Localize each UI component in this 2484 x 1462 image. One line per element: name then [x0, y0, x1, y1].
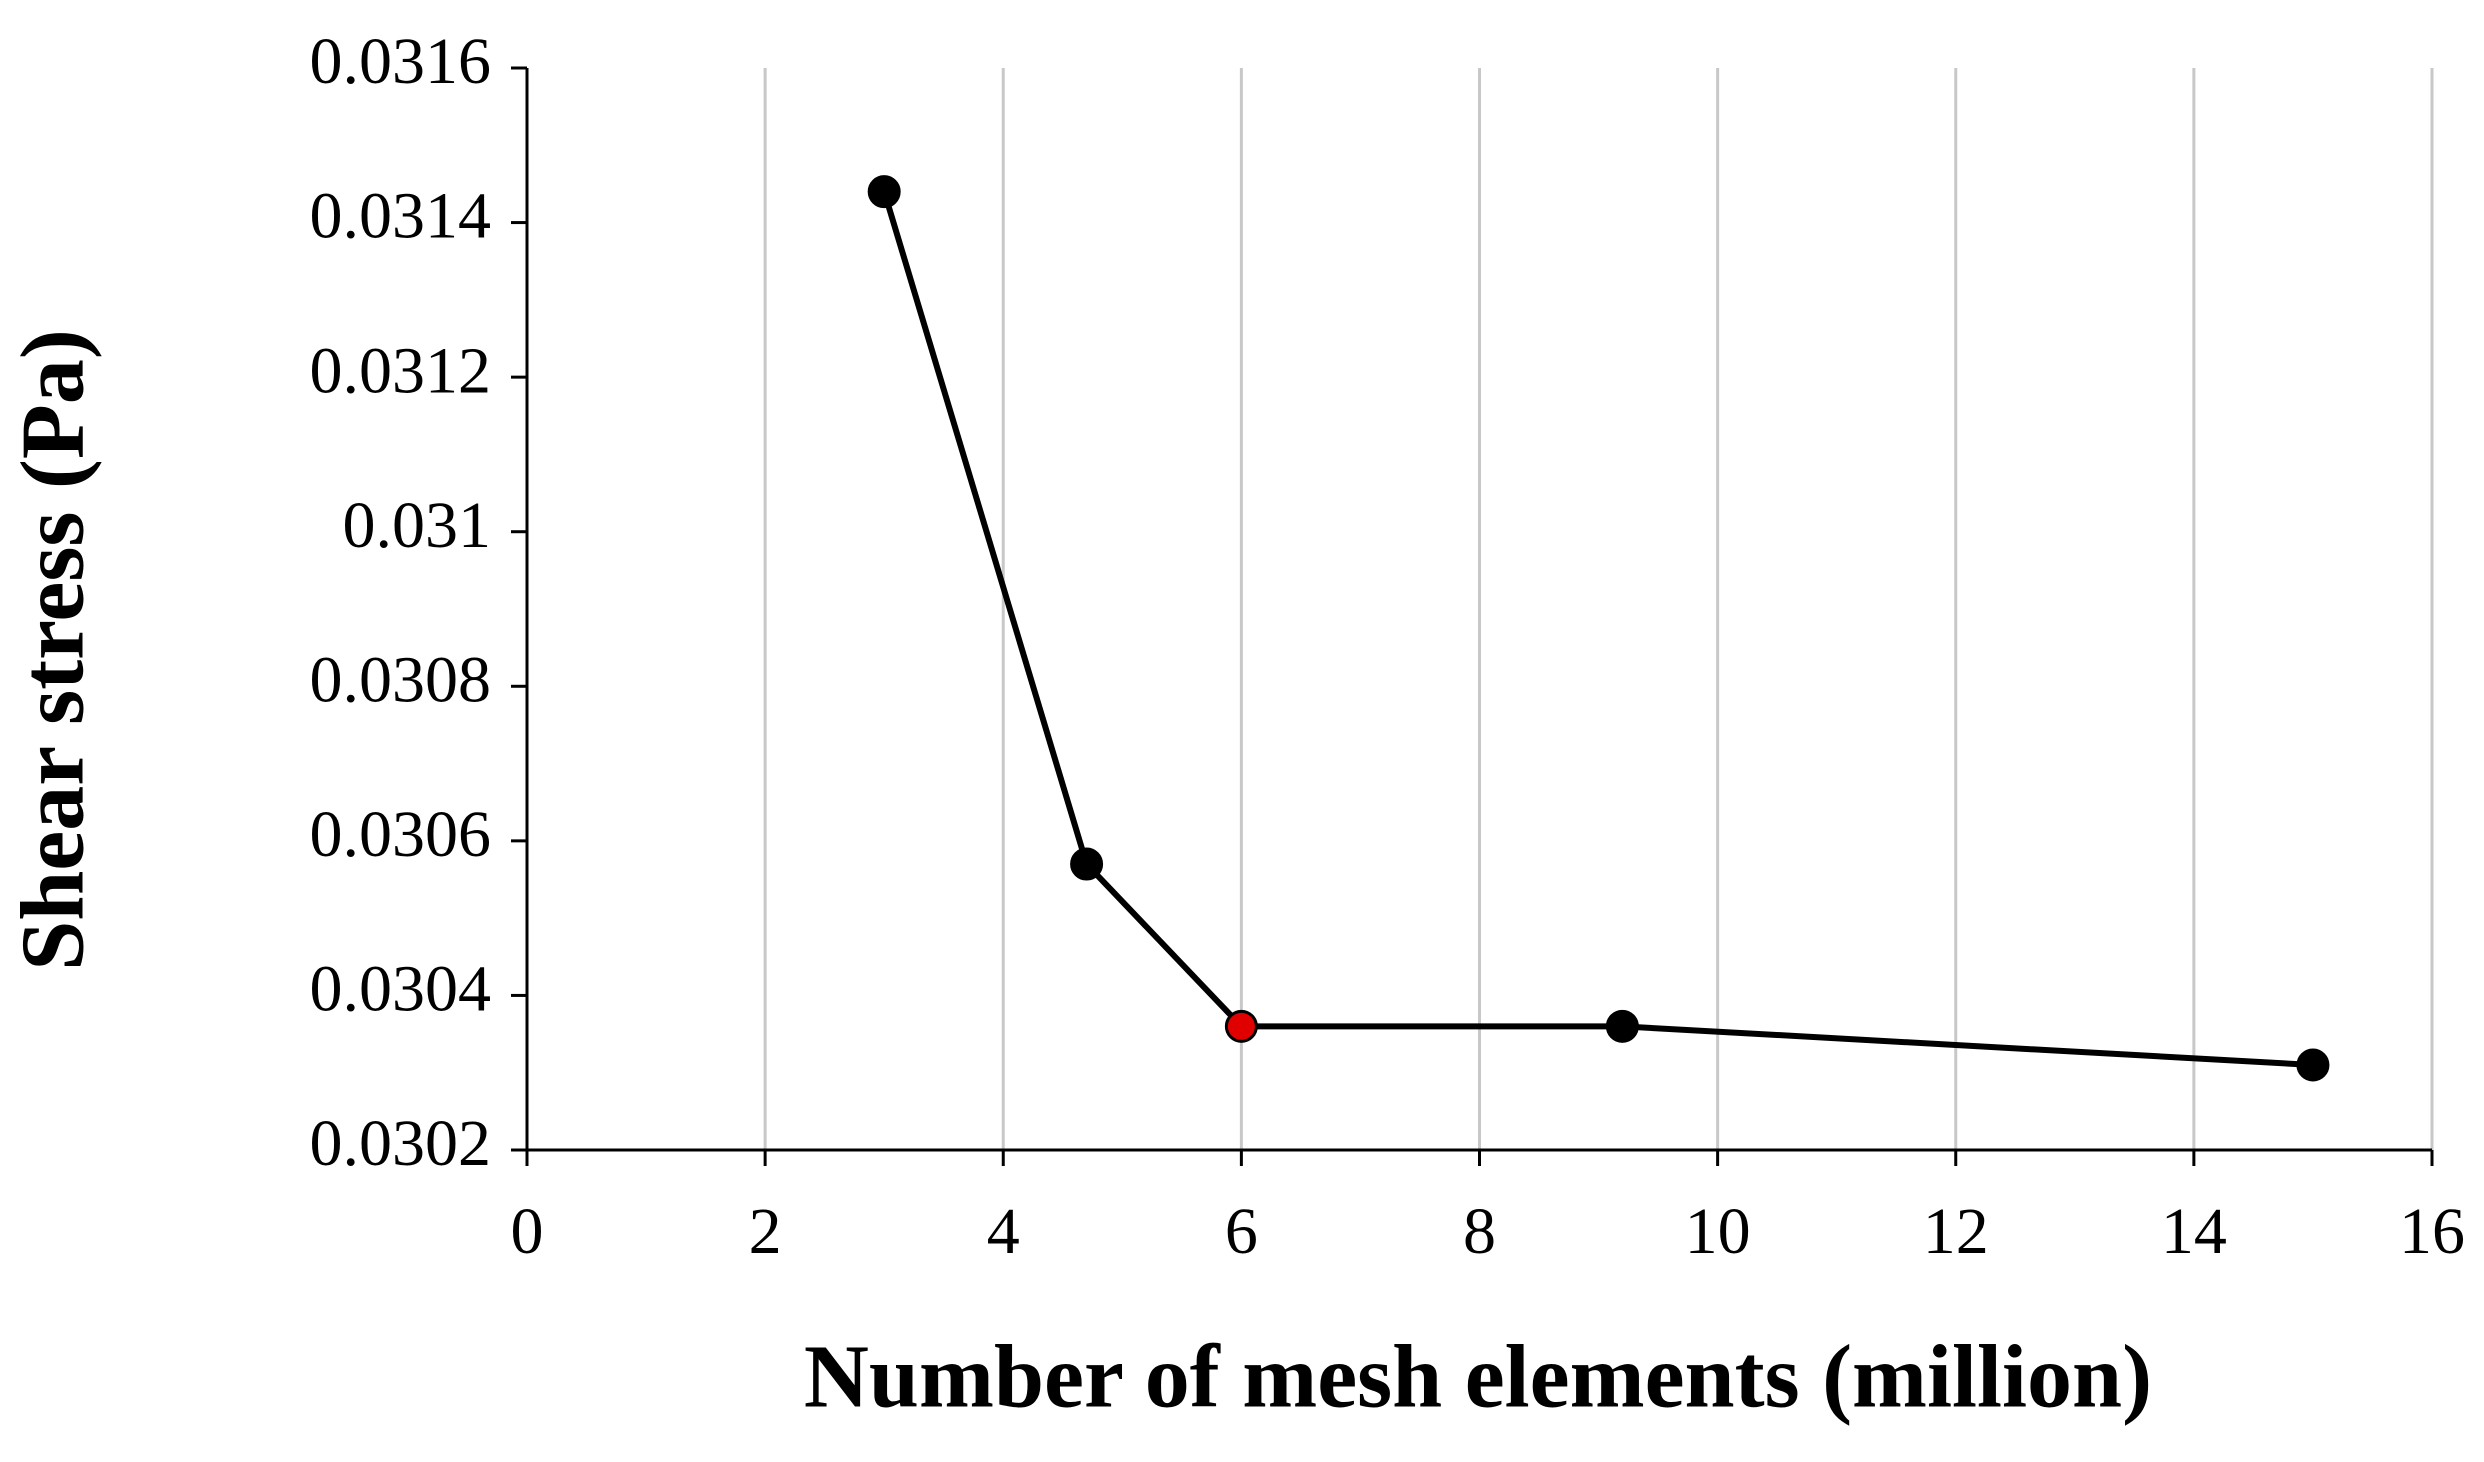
x-tick-label: 16 [2399, 1195, 2465, 1268]
marker [867, 175, 901, 209]
x-tick-label: 0 [511, 1195, 544, 1268]
line [881, 190, 2314, 1068]
marker [1070, 847, 1104, 881]
y-tick-label: 0.0302 [310, 1107, 492, 1180]
marker [1224, 1009, 1258, 1043]
y-tick-label: 0.0306 [310, 798, 492, 871]
y-tick-label: 0.0304 [310, 953, 492, 1026]
y-tick-label: 0.031 [343, 489, 492, 562]
x-tick-label: 8 [1463, 1195, 1496, 1268]
x-tick-label: 6 [1225, 1195, 1258, 1268]
x-axis-title: Number of mesh elements (million) [804, 1328, 2152, 1427]
marker [1605, 1009, 1639, 1043]
marker [2296, 1048, 2330, 1082]
y-axis-title: Shear stress (Pa) [4, 329, 103, 971]
y-tick-label: 0.0308 [310, 643, 492, 716]
x-tick-label: 14 [2161, 1195, 2227, 1268]
y-tick-label: 0.0312 [310, 334, 492, 407]
x-tick-label: 2 [749, 1195, 782, 1268]
y-tick-label: 0.0314 [310, 180, 492, 253]
x-tick-label: 12 [1923, 1195, 1989, 1268]
x-tick-label: 10 [1685, 1195, 1751, 1268]
y-tick-label: 0.0316 [310, 25, 492, 98]
x-tick-label: 4 [987, 1195, 1020, 1268]
